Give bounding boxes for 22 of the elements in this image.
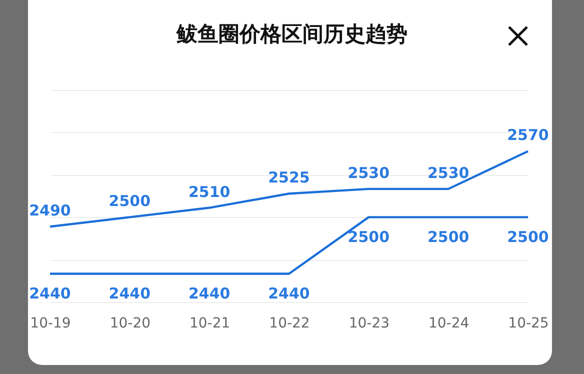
x-tick-label: 10-19 <box>30 316 71 332</box>
data-label: 2530 <box>348 164 390 182</box>
x-tick-label: 10-20 <box>110 316 151 332</box>
x-tick-label: 10-25 <box>508 316 549 332</box>
x-tick-label: 10-21 <box>189 316 230 332</box>
data-label: 2440 <box>29 284 71 303</box>
data-label: 2500 <box>108 192 151 210</box>
data-label: 2500 <box>348 228 390 246</box>
data-label: 2490 <box>29 202 71 220</box>
data-label: 2500 <box>427 228 470 246</box>
x-tick-label: 10-23 <box>348 316 390 332</box>
data-label: 2510 <box>188 182 230 201</box>
data-label: 2525 <box>268 168 310 187</box>
data-label: 2440 <box>108 284 151 303</box>
x-tick-label: 10-22 <box>269 316 310 332</box>
data-label: 2440 <box>268 284 310 303</box>
data-label: 2570 <box>507 126 549 144</box>
data-label: 2440 <box>188 284 230 303</box>
chart-title: 鲅鱼圈价格区间历史趋势 <box>175 21 408 48</box>
x-tick-label: 10-24 <box>428 316 470 332</box>
data-label: 2500 <box>507 228 549 246</box>
data-label: 2530 <box>427 164 470 182</box>
